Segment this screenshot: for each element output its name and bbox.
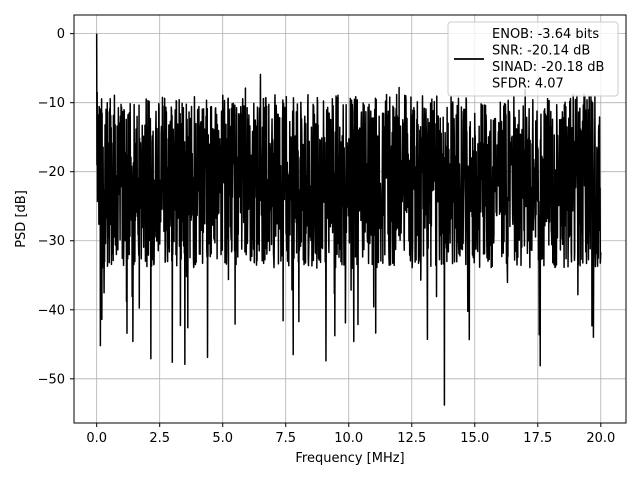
legend-entry-snr: SNR: -20.14 dB bbox=[492, 44, 590, 59]
plot-area bbox=[95, 33, 602, 406]
x-axis-ticks: 0.0 2.5 5.0 7.5 10.0 12.5 15.0 17.5 20.0 bbox=[86, 423, 615, 446]
axes-frame bbox=[73, 14, 627, 424]
y-tick-label: −30 bbox=[38, 234, 65, 249]
legend-entry-sinad: SINAD: -20.18 dB bbox=[492, 60, 604, 75]
x-tick-label: 7.5 bbox=[275, 431, 296, 446]
x-tick-label: 5.0 bbox=[212, 431, 233, 446]
x-axis-label: Frequency [MHz] bbox=[295, 451, 404, 466]
legend-entry-enob: ENOB: -3.64 bits bbox=[492, 27, 599, 42]
y-tick-label: −40 bbox=[38, 303, 65, 318]
y-tick-label: 0 bbox=[57, 27, 65, 42]
y-axis-ticks: 0 −10 −20 −30 −40 −50 bbox=[38, 27, 74, 387]
y-tick-label: −20 bbox=[38, 165, 65, 180]
legend-entry-sfdr: SFDR: 4.07 bbox=[492, 77, 564, 92]
legend: ENOB: -3.64 bits SNR: -20.14 dB SINAD: -… bbox=[447, 21, 619, 97]
x-tick-label: 17.5 bbox=[523, 431, 552, 446]
x-tick-label: 10.0 bbox=[334, 431, 363, 446]
x-tick-label: 20.0 bbox=[586, 431, 615, 446]
y-tick-label: −10 bbox=[38, 96, 65, 111]
y-axis-label: PSD [dB] bbox=[14, 190, 29, 248]
x-tick-label: 2.5 bbox=[149, 431, 170, 446]
x-tick-label: 12.5 bbox=[397, 431, 426, 446]
x-tick-label: 0.0 bbox=[86, 431, 107, 446]
x-tick-label: 15.0 bbox=[460, 431, 489, 446]
y-tick-label: −50 bbox=[38, 372, 65, 387]
psd-series-line bbox=[95, 33, 602, 406]
legend-box bbox=[447, 21, 619, 97]
